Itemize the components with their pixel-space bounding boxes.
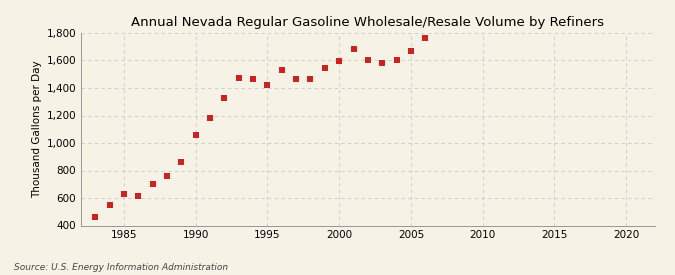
Point <box>147 182 158 186</box>
Point <box>391 58 402 63</box>
Point <box>262 82 273 87</box>
Title: Annual Nevada Regular Gasoline Wholesale/Resale Volume by Refiners: Annual Nevada Regular Gasoline Wholesale… <box>132 16 604 29</box>
Y-axis label: Thousand Gallons per Day: Thousand Gallons per Day <box>32 60 43 198</box>
Point <box>190 133 201 137</box>
Point <box>406 49 416 53</box>
Point <box>176 160 187 164</box>
Point <box>348 47 359 52</box>
Point <box>291 77 302 81</box>
Point <box>319 66 330 70</box>
Point <box>119 192 130 196</box>
Point <box>234 76 244 81</box>
Point <box>333 59 344 63</box>
Point <box>377 61 387 65</box>
Point <box>248 77 259 81</box>
Point <box>161 174 172 178</box>
Point <box>362 58 373 63</box>
Point <box>305 77 316 81</box>
Point <box>104 203 115 207</box>
Point <box>133 194 144 198</box>
Point <box>90 215 101 219</box>
Point <box>205 116 215 120</box>
Point <box>276 68 287 72</box>
Point <box>420 36 431 41</box>
Text: Source: U.S. Energy Information Administration: Source: U.S. Energy Information Administ… <box>14 263 227 272</box>
Point <box>219 95 230 100</box>
